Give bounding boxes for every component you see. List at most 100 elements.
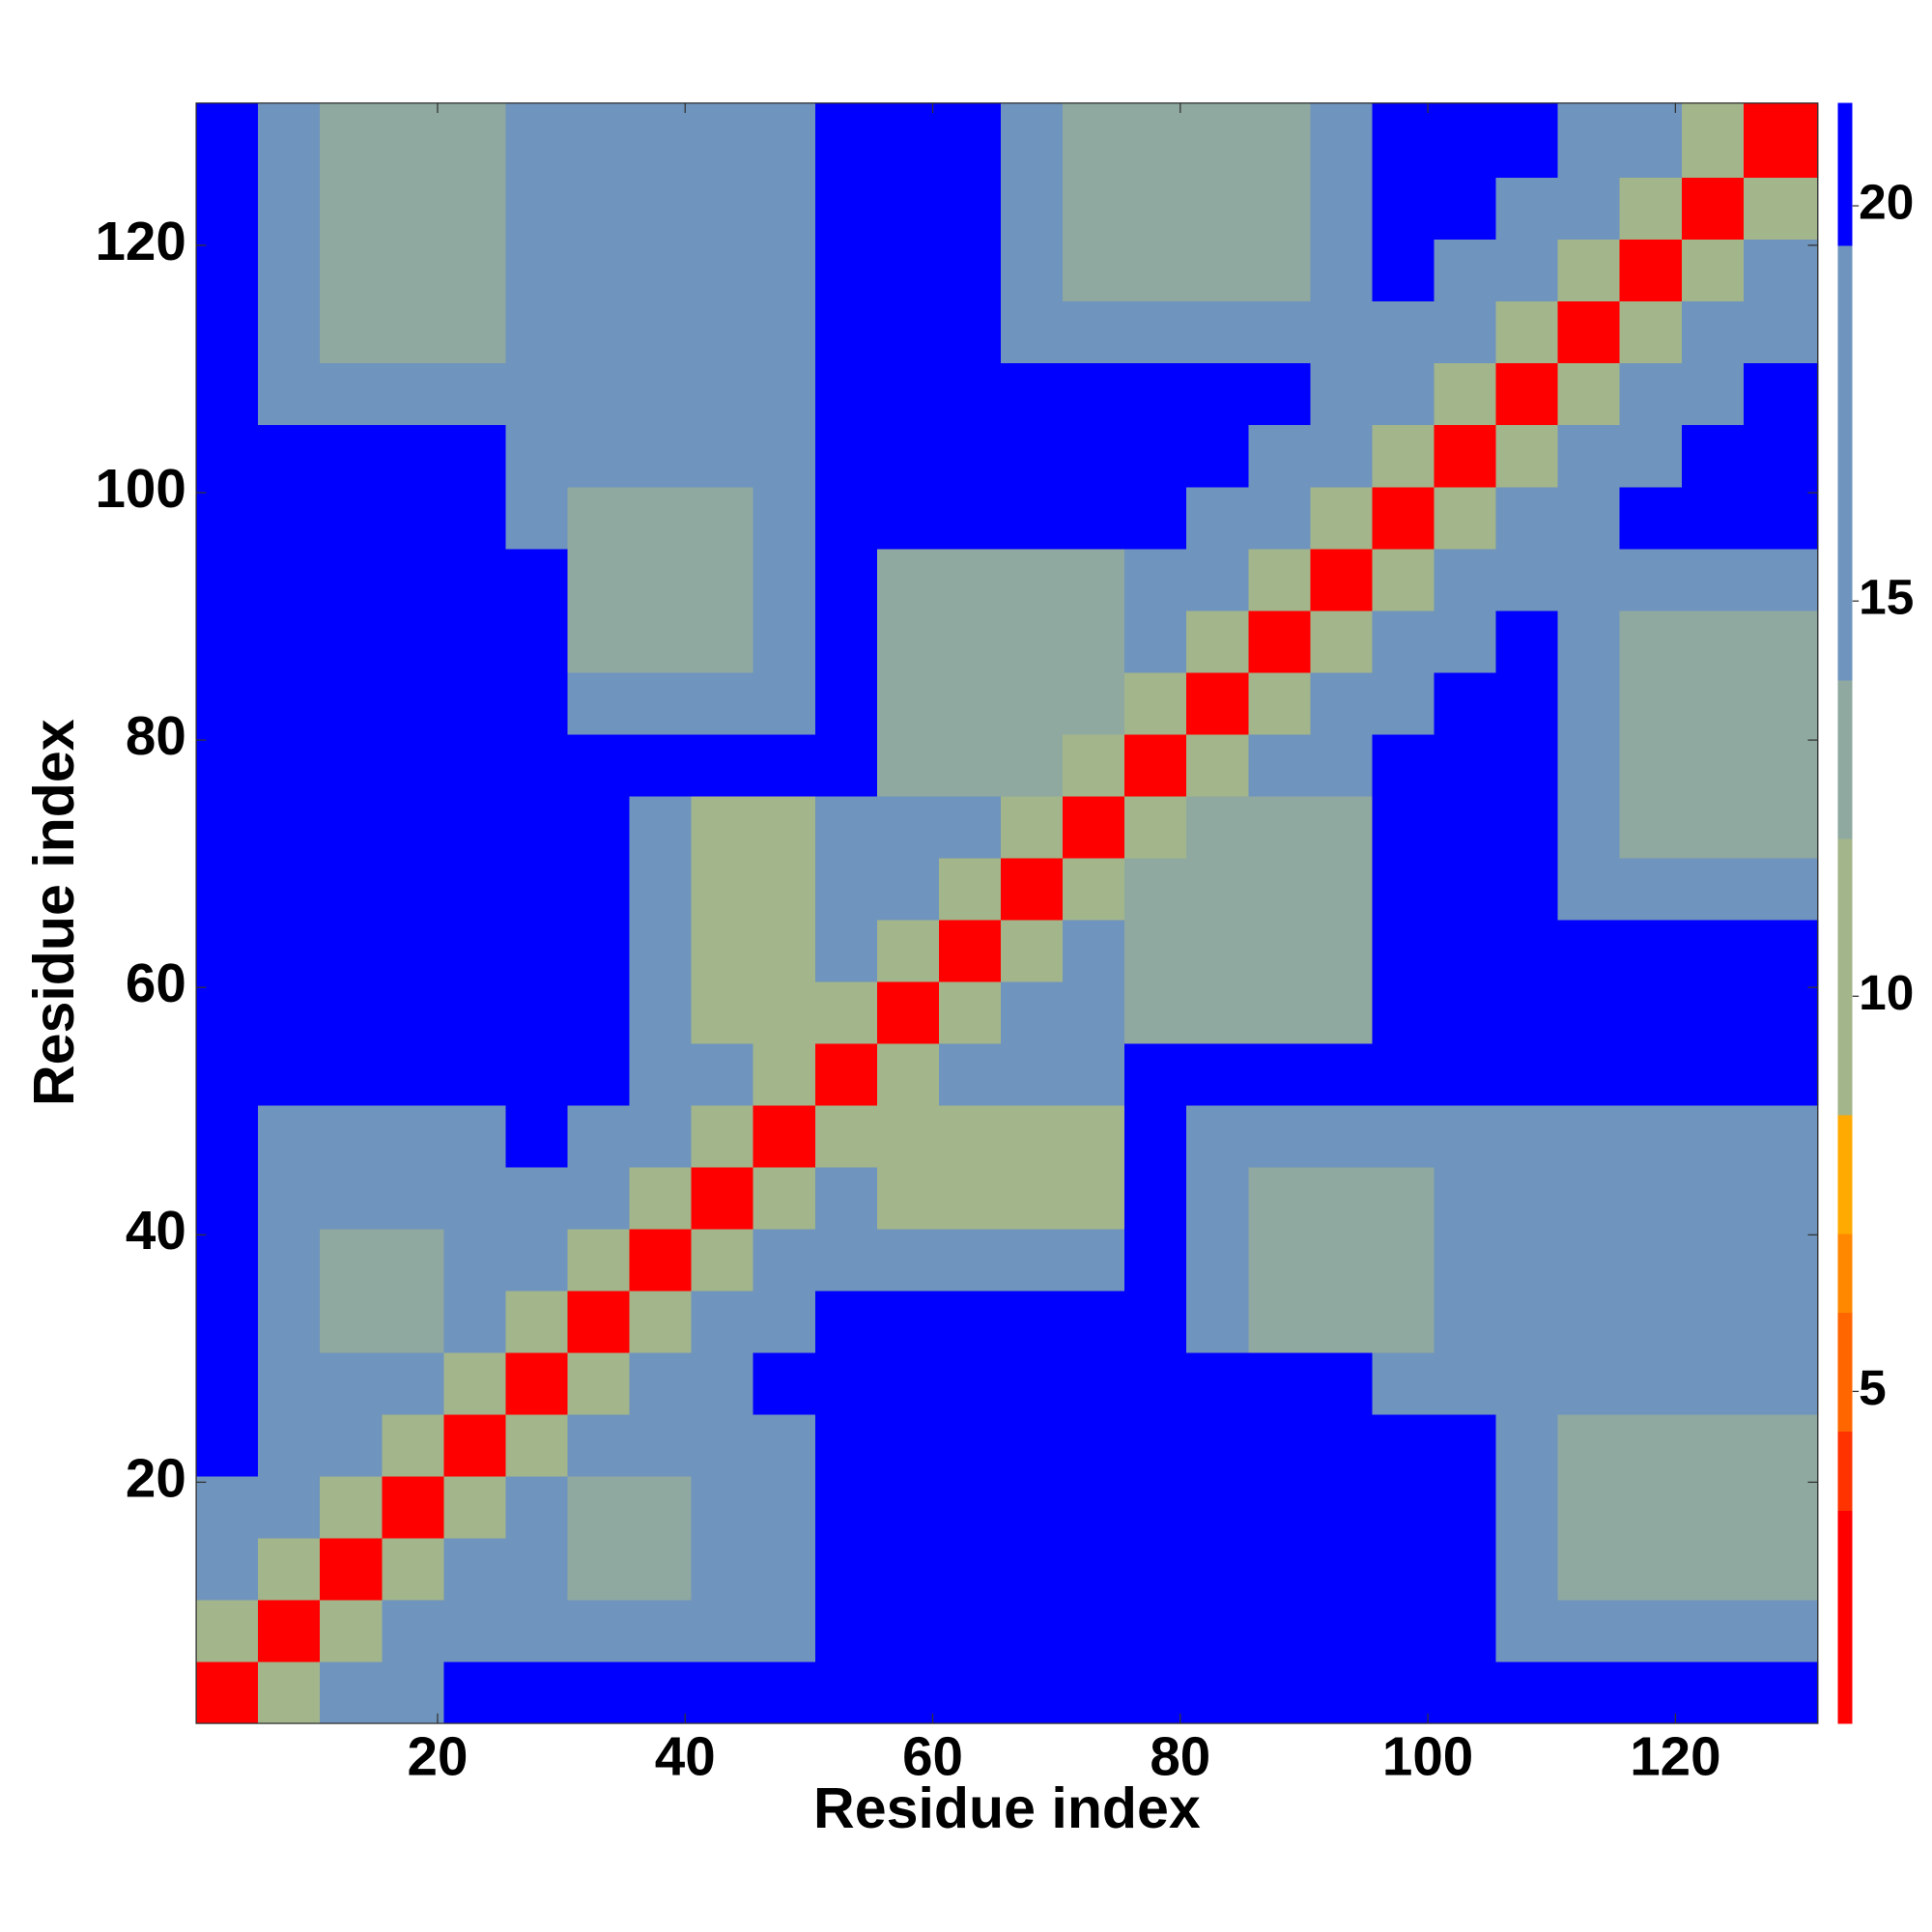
heatmap-cell bbox=[567, 1475, 631, 1539]
heatmap-cell bbox=[567, 102, 631, 179]
heatmap-cell bbox=[567, 548, 631, 611]
heatmap-cell bbox=[258, 300, 321, 364]
heatmap-cell bbox=[1186, 362, 1249, 426]
heatmap-cell bbox=[814, 1537, 878, 1601]
heatmap-cell bbox=[1310, 1351, 1374, 1415]
heatmap-cell bbox=[1310, 1042, 1374, 1106]
heatmap-cell bbox=[691, 548, 754, 611]
heatmap-cell bbox=[876, 1475, 940, 1539]
heatmap-cell bbox=[1495, 1600, 1559, 1662]
y-tick-label: 120 bbox=[95, 211, 185, 271]
heatmap-cell bbox=[814, 1475, 878, 1539]
heatmap-cell bbox=[876, 102, 940, 179]
heatmap-cell bbox=[691, 1166, 754, 1230]
y-tick-label: 80 bbox=[126, 705, 186, 766]
heatmap-cell bbox=[258, 239, 321, 302]
heatmap-cell bbox=[1124, 857, 1187, 921]
heatmap-cell bbox=[258, 1104, 321, 1168]
heatmap-cell bbox=[382, 239, 445, 302]
heatmap-cell bbox=[1495, 980, 1559, 1044]
heatmap-cell bbox=[691, 1475, 754, 1539]
heatmap-cell bbox=[629, 1413, 693, 1477]
heatmap-cell bbox=[1743, 733, 1819, 797]
heatmap-cell bbox=[1681, 795, 1745, 859]
heatmap-cell bbox=[1248, 177, 1312, 241]
heatmap-cell bbox=[1186, 1228, 1249, 1292]
heatmap-cell bbox=[629, 610, 693, 673]
x-tick-label: 120 bbox=[1630, 1726, 1720, 1787]
heatmap-cell bbox=[753, 548, 816, 611]
heatmap-cell bbox=[691, 300, 754, 364]
heatmap-cell bbox=[1124, 610, 1187, 673]
heatmap-cell bbox=[382, 177, 445, 241]
heatmap-cell bbox=[258, 424, 321, 488]
heatmap-cell bbox=[1619, 795, 1683, 859]
heatmap-cell bbox=[382, 300, 445, 364]
y-tick-label: 20 bbox=[126, 1447, 186, 1508]
heatmap-cell bbox=[1186, 548, 1249, 611]
heatmap-cell bbox=[876, 919, 940, 982]
heatmap-cell bbox=[938, 1600, 1002, 1662]
heatmap-cell bbox=[1248, 1104, 1312, 1168]
heatmap-cell bbox=[1681, 1537, 1745, 1601]
heatmap-cell bbox=[1681, 610, 1745, 673]
heatmap-cell bbox=[382, 795, 445, 859]
heatmap-cell bbox=[382, 610, 445, 673]
heatmap-cell bbox=[814, 1413, 878, 1477]
heatmap-cell bbox=[1310, 733, 1374, 797]
heatmap-cell bbox=[1557, 1537, 1621, 1601]
colorbar-segment bbox=[1837, 838, 1853, 1116]
heatmap-cell bbox=[505, 671, 569, 735]
heatmap-cell bbox=[1186, 239, 1249, 302]
heatmap-cell bbox=[1495, 919, 1559, 982]
heatmap-cell bbox=[1434, 1290, 1497, 1353]
heatmap-cell bbox=[1372, 1104, 1435, 1168]
heatmap-cell bbox=[443, 795, 507, 859]
heatmap-cell bbox=[443, 486, 507, 550]
heatmap-cell bbox=[1372, 857, 1435, 921]
heatmap-cell bbox=[1063, 102, 1125, 179]
heatmap-cell bbox=[1495, 1662, 1559, 1724]
heatmap-cell bbox=[876, 733, 940, 797]
heatmap-cell bbox=[196, 1042, 259, 1106]
heatmap-cell bbox=[1186, 795, 1249, 859]
heatmap-cell bbox=[1495, 1042, 1559, 1106]
heatmap-cell bbox=[505, 300, 569, 364]
heatmap-cell bbox=[1743, 919, 1819, 982]
heatmap-cell bbox=[1681, 1104, 1745, 1168]
heatmap-cell bbox=[382, 733, 445, 797]
heatmap-cell bbox=[814, 1600, 878, 1662]
heatmap-cell bbox=[382, 671, 445, 735]
heatmap-cell bbox=[1063, 1475, 1125, 1539]
heatmap-cell bbox=[258, 1537, 321, 1601]
heatmap-cell bbox=[691, 102, 754, 179]
heatmap-cell bbox=[382, 980, 445, 1044]
heatmap-cell bbox=[258, 1475, 321, 1539]
heatmap-cell bbox=[1310, 362, 1374, 426]
heatmap-cell bbox=[443, 1475, 507, 1539]
heatmap-cell bbox=[258, 733, 321, 797]
heatmap-cell bbox=[196, 857, 259, 921]
heatmap-cell bbox=[876, 1290, 940, 1353]
heatmap-cell bbox=[320, 671, 383, 735]
heatmap-cell bbox=[1743, 1042, 1819, 1106]
heatmap-cell bbox=[876, 857, 940, 921]
heatmap-cell bbox=[814, 610, 878, 673]
heatmap-cell bbox=[505, 610, 569, 673]
heatmap-cell bbox=[1557, 1351, 1621, 1415]
heatmap-cell bbox=[1495, 177, 1559, 241]
heatmap-cell bbox=[1681, 300, 1745, 364]
heatmap-cell bbox=[1001, 177, 1064, 241]
heatmap-cell bbox=[505, 1290, 569, 1353]
heatmap-cell bbox=[1001, 1104, 1064, 1168]
heatmap-cell bbox=[505, 1662, 569, 1724]
heatmap-cell bbox=[320, 733, 383, 797]
heatmap-cell bbox=[1557, 102, 1621, 179]
heatmap-cell bbox=[1124, 486, 1187, 550]
heatmap-cell bbox=[691, 919, 754, 982]
heatmap-cell bbox=[1001, 1662, 1064, 1724]
heatmap-cell bbox=[196, 424, 259, 488]
heatmap-cell bbox=[1619, 857, 1683, 921]
heatmap-cell bbox=[1063, 1042, 1125, 1106]
